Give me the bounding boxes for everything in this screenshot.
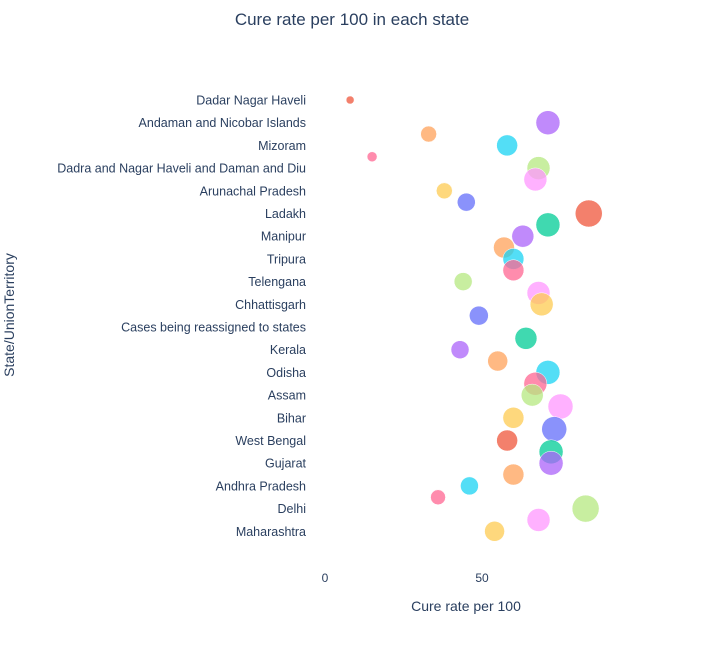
data-point (496, 429, 518, 452)
y-tick-label: Gujarat (265, 457, 307, 471)
y-tick-label: Tripura (267, 252, 306, 266)
y-tick-label: Telengana (248, 275, 306, 289)
y-tick-label: Ladakh (265, 207, 306, 221)
x-tick-labels: 0 50 (322, 571, 489, 585)
y-tick-label: Assam (268, 389, 306, 403)
data-point (523, 167, 548, 192)
data-point (496, 134, 518, 157)
data-point (345, 95, 355, 105)
chart-title: Cure rate per 100 in each state (235, 10, 469, 29)
x-tick-label: 50 (475, 571, 489, 585)
data-point (366, 151, 378, 162)
data-point (502, 463, 525, 486)
data-point (520, 383, 544, 407)
y-tick-label: Andaman and Nicobar Islands (139, 116, 306, 130)
data-point (484, 521, 505, 542)
y-tick-label: Kerala (270, 343, 306, 357)
data-point (529, 292, 554, 317)
y-tick-label: Mizoram (258, 139, 306, 153)
data-point (547, 393, 574, 420)
x-axis-title: Cure rate per 100 (411, 598, 521, 614)
data-point (535, 110, 561, 135)
y-axis-title: State/UnionTerritory (1, 253, 17, 377)
y-tick-label: West Bengal (235, 434, 306, 448)
data-point (430, 489, 446, 505)
y-tick-label: Dadar Nagar Haveli (196, 94, 306, 108)
data-points (345, 95, 603, 542)
data-point (535, 212, 561, 238)
y-tick-label: Cases being reassigned to states (121, 321, 306, 335)
data-point (571, 494, 600, 523)
data-point (502, 407, 525, 429)
y-tick-label: Chhattisgarh (235, 298, 306, 312)
y-tick-label: Bihar (277, 411, 306, 425)
data-point (436, 182, 453, 200)
data-point (541, 416, 567, 442)
data-point (514, 327, 538, 350)
data-point (469, 305, 489, 326)
data-point (526, 508, 551, 532)
data-point (460, 476, 479, 496)
data-point (457, 192, 476, 212)
y-tick-label: Manipur (261, 230, 306, 244)
x-tick-label: 0 (322, 571, 329, 585)
y-tick-label: Delhi (278, 502, 307, 516)
y-tick-label: Dadra and Nagar Haveli and Daman and Diu (57, 162, 306, 176)
y-tick-labels: Maharashtra Delhi Andhra Pradesh Gujarat Wes… (57, 94, 306, 539)
y-tick-label: Maharashtra (236, 525, 306, 539)
data-point (450, 340, 470, 359)
y-tick-label: Arunachal Pradesh (200, 184, 306, 198)
data-point (538, 450, 564, 476)
data-point (453, 272, 473, 291)
data-point (575, 199, 603, 228)
data-point (420, 125, 437, 143)
data-point (511, 224, 535, 248)
y-tick-label: Odisha (266, 366, 306, 380)
y-tick-label: Andhra Pradesh (216, 479, 306, 493)
data-point (487, 350, 508, 372)
data-point (502, 259, 525, 281)
